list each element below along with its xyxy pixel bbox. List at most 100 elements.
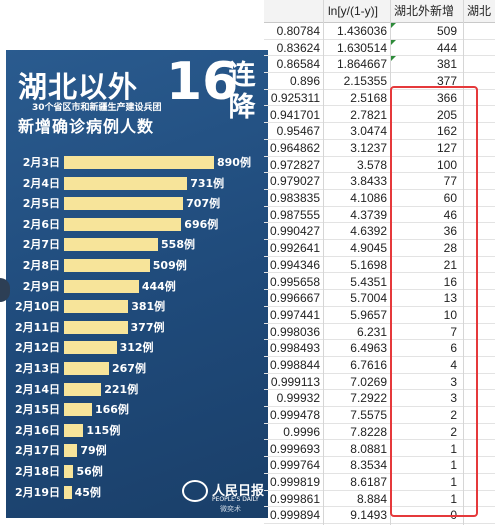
table-cell[interactable]: 2.7821 bbox=[350, 107, 387, 122]
table-cell[interactable]: 205 bbox=[436, 107, 457, 122]
table-cell[interactable]: 3.0474 bbox=[350, 124, 387, 139]
table-cell[interactable]: 0.9996 bbox=[283, 424, 320, 439]
table-cell[interactable]: 3.1237 bbox=[350, 140, 387, 155]
bar-row: 2月8日 509例 bbox=[6, 257, 268, 274]
table-cell[interactable]: 0.999113 bbox=[270, 374, 320, 389]
table-cell[interactable]: 0.999861 bbox=[269, 491, 320, 506]
table-cell[interactable]: 46 bbox=[443, 207, 457, 222]
table-cell[interactable]: 0.999478 bbox=[269, 408, 320, 423]
table-cell[interactable]: 0.995658 bbox=[269, 274, 320, 289]
table-cell[interactable]: 1 bbox=[450, 474, 457, 489]
table-cell[interactable]: 162 bbox=[436, 124, 457, 139]
table-cell[interactable]: 10 bbox=[443, 307, 457, 322]
table-cell[interactable]: 0.86584 bbox=[276, 57, 320, 72]
bar-category-label: 2月17日 bbox=[15, 444, 60, 458]
table-cell[interactable]: 7 bbox=[450, 324, 457, 339]
table-cell[interactable]: 1 bbox=[450, 458, 457, 473]
table-cell[interactable]: 6.7616 bbox=[350, 358, 387, 372]
table-cell[interactable]: 77 bbox=[443, 174, 457, 189]
table-cell[interactable]: 0.999764 bbox=[269, 458, 320, 473]
table-cell[interactable]: 366 bbox=[436, 90, 457, 105]
header-cell[interactable] bbox=[264, 0, 323, 23]
table-cell[interactable]: 7.5575 bbox=[350, 408, 387, 423]
table-cell[interactable]: 13 bbox=[443, 291, 457, 306]
bar-value-label: 79例 bbox=[80, 444, 107, 458]
table-cell[interactable]: 0.896 bbox=[289, 74, 320, 89]
table-cell[interactable]: 2.5168 bbox=[350, 90, 387, 105]
table-cell[interactable]: 0.99932 bbox=[276, 391, 320, 406]
bar bbox=[64, 382, 102, 396]
table-cell[interactable]: 0.992641 bbox=[269, 241, 320, 256]
table-cell[interactable]: 6 bbox=[450, 341, 457, 356]
table-cell[interactable]: 21 bbox=[443, 257, 457, 272]
table-cell[interactable]: 0.941701 bbox=[269, 107, 320, 122]
table-cell[interactable]: 4.3739 bbox=[350, 207, 387, 222]
table-cell[interactable]: 5.4351 bbox=[350, 274, 387, 289]
table-cell[interactable]: 0.979027 bbox=[269, 174, 320, 189]
table-cell[interactable]: 8.3534 bbox=[350, 458, 387, 473]
table-cell[interactable]: 4.9045 bbox=[350, 241, 387, 256]
table-cell[interactable]: 0.999894 bbox=[269, 508, 320, 523]
table-cell[interactable]: 0.998493 bbox=[269, 341, 320, 356]
table-cell[interactable]: 8.884 bbox=[356, 491, 387, 506]
table-cell[interactable]: 6.4963 bbox=[350, 341, 387, 356]
table-cell[interactable]: 1 bbox=[450, 441, 457, 456]
table-cell[interactable]: 1 bbox=[450, 491, 457, 506]
table-cell[interactable]: 8.0881 bbox=[350, 441, 387, 456]
table-cell[interactable]: 0.998036 bbox=[269, 324, 320, 339]
table-cell[interactable]: 0.999819 bbox=[269, 474, 320, 489]
table-cell[interactable]: 0.999693 bbox=[269, 441, 320, 456]
logo-subtext: PEOPLE'S DAILY bbox=[212, 496, 259, 503]
table-cell[interactable]: 5.9657 bbox=[350, 307, 387, 322]
table-cell[interactable]: 8.6187 bbox=[350, 474, 387, 489]
table-cell[interactable]: 7.8228 bbox=[350, 424, 387, 439]
table-cell[interactable]: 3 bbox=[450, 374, 457, 389]
table-cell[interactable]: 0.996667 bbox=[269, 291, 320, 306]
table-cell[interactable]: 0.80784 bbox=[276, 24, 320, 38]
table-cell[interactable]: 0.997441 bbox=[269, 307, 320, 322]
table-cell[interactable]: 0.972827 bbox=[269, 157, 320, 172]
table-cell[interactable]: 2.15355 bbox=[343, 74, 387, 89]
table-cell[interactable]: 6.231 bbox=[356, 324, 387, 339]
table-cell[interactable]: 28 bbox=[443, 241, 457, 256]
table-cell[interactable]: 3 bbox=[450, 391, 457, 406]
table-cell[interactable]: 0.95467 bbox=[276, 124, 320, 139]
table-cell[interactable]: 16 bbox=[443, 274, 457, 289]
table-cell[interactable]: 1.630514 bbox=[336, 40, 387, 55]
table-cell[interactable]: 7.2922 bbox=[350, 391, 387, 406]
table-cell[interactable]: 7.0269 bbox=[350, 374, 387, 389]
table-cell[interactable]: 2 bbox=[450, 424, 457, 439]
table-cell[interactable]: 4.6392 bbox=[350, 224, 387, 239]
header-cell[interactable]: 湖北 bbox=[467, 4, 492, 18]
table-cell[interactable]: 4 bbox=[450, 358, 457, 372]
table-cell[interactable]: 60 bbox=[443, 191, 457, 205]
table-cell[interactable]: 5.1698 bbox=[350, 257, 387, 272]
table-cell[interactable]: 0.990427 bbox=[269, 224, 320, 239]
table-cell[interactable]: 36 bbox=[443, 224, 457, 239]
table-cell[interactable]: 0.994346 bbox=[269, 257, 320, 272]
cell-flag-icon bbox=[391, 39, 396, 45]
header-cell[interactable]: 湖北外新增 bbox=[394, 4, 455, 18]
table-cell[interactable]: 0.83624 bbox=[276, 40, 320, 55]
table-cell[interactable]: 0.983835 bbox=[269, 191, 320, 205]
table-cell[interactable]: 1.864667 bbox=[336, 57, 387, 72]
table-cell[interactable]: 0.987555 bbox=[269, 207, 320, 222]
table-cell[interactable]: 0.925311 bbox=[270, 90, 320, 105]
table-cell[interactable]: 5.7004 bbox=[350, 291, 387, 306]
table-cell[interactable]: 3.8433 bbox=[350, 174, 387, 189]
table-cell[interactable]: 1.436036 bbox=[336, 24, 387, 38]
table-cell[interactable]: 127 bbox=[436, 140, 457, 155]
table-cell[interactable]: 377 bbox=[436, 74, 457, 89]
header-cell[interactable]: ln[y/(1-y)] bbox=[328, 4, 379, 18]
table-cell[interactable]: 9.1493 bbox=[350, 508, 387, 523]
prev-arrow-icon[interactable] bbox=[0, 278, 10, 302]
table-cell[interactable]: 444 bbox=[436, 40, 457, 55]
table-cell[interactable]: 3.578 bbox=[356, 157, 387, 172]
table-cell[interactable]: 4.1086 bbox=[350, 191, 387, 205]
table-cell[interactable]: 381 bbox=[436, 57, 457, 72]
table-cell[interactable]: 100 bbox=[436, 157, 457, 172]
table-cell[interactable]: 0.998844 bbox=[269, 358, 320, 372]
table-cell[interactable]: 2 bbox=[450, 408, 457, 423]
table-cell[interactable]: 509 bbox=[436, 24, 457, 38]
table-cell[interactable]: 0.964862 bbox=[269, 140, 320, 155]
